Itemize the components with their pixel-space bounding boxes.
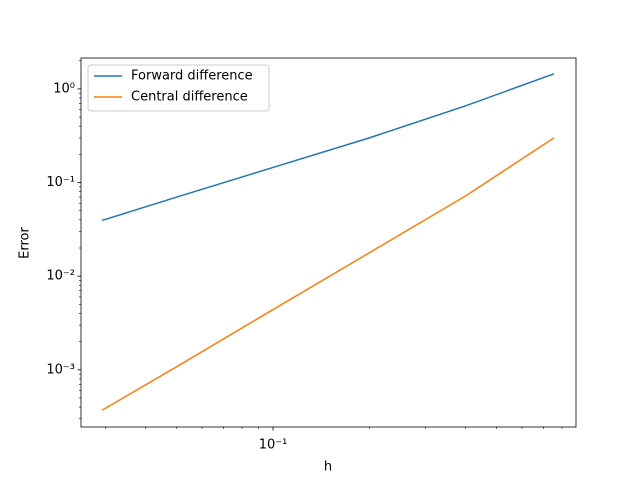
data-line <box>101 73 555 222</box>
y-tick-label: 10⁻² <box>46 269 75 284</box>
y-tick-label: 10⁻¹ <box>46 175 75 190</box>
y-tick-label: 10⁰ <box>53 81 75 96</box>
y-axis-label: Error <box>18 227 33 259</box>
legend-label: Forward difference <box>131 69 253 84</box>
legend-box <box>87 64 270 112</box>
x-tick-label: 10⁻¹ <box>259 438 288 453</box>
y-tick-label: 10⁻³ <box>46 362 75 377</box>
x-axis-label: h <box>324 460 332 475</box>
data-line <box>101 137 555 411</box>
plot-frame <box>80 57 577 428</box>
legend-label: Central difference <box>131 90 248 105</box>
